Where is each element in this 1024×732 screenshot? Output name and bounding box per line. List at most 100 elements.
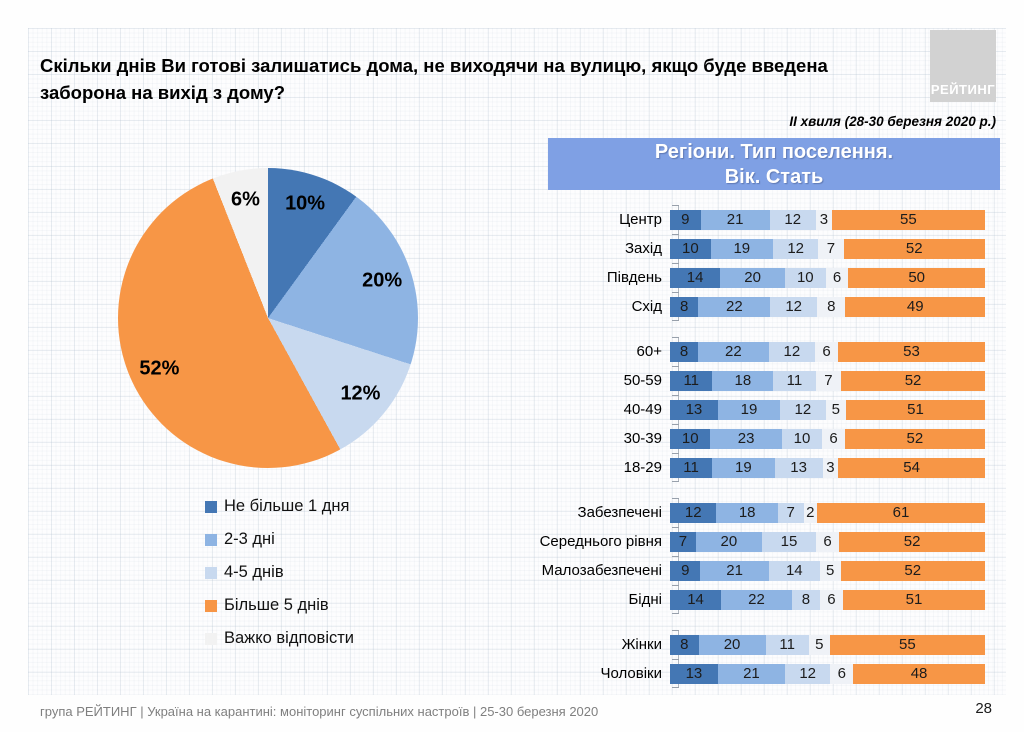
bar-segment: 20 [695, 531, 763, 552]
bar-segment: 55 [831, 209, 985, 230]
bar-row: Захід 10 19 12 7 52 [548, 234, 1000, 263]
stacked-bar-chart: Центр 9 21 12 3 55 Захід 10 19 12 7 52 Південь 14 20 10… [539, 205, 1000, 704]
legend-label: 4-5 днів [224, 563, 284, 581]
bar-segment: 19 [710, 238, 773, 259]
rating-group-logo: РЕЙТИНГ [930, 30, 996, 102]
legend-color-swatch [205, 500, 217, 513]
bar-row-label: 60+ [636, 343, 662, 360]
bar-group-income: Забезпечені 12 18 7 2 61 Середнього рівня 7 20 15… [539, 498, 1000, 614]
bar-row: Середнього рівня 7 20 15 6 52 [539, 527, 1000, 556]
bar-segment: 20 [720, 267, 785, 288]
stacked-bar: 13 21 12 6 48 [670, 663, 985, 684]
bar-segment: 12 [769, 209, 816, 230]
bar-segment: 11 [765, 634, 809, 655]
bar-segment: 7 [818, 238, 844, 259]
bar-segment: 50 [848, 267, 985, 288]
bar-segment: 14 [768, 560, 820, 581]
logo-text: РЕЙТИНГ [930, 82, 996, 97]
bar-segment: 10 [784, 267, 826, 288]
bar-segment: 7 [815, 370, 842, 391]
bar-row: Забезпечені 12 18 7 2 61 [548, 498, 1000, 527]
bar-segment: 6 [830, 663, 854, 684]
pie-slice-label: 52% [139, 357, 180, 380]
bar-segment: 22 [698, 296, 771, 317]
bar-segment: 9 [670, 560, 701, 581]
bar-row: Чоловіки 13 21 12 6 48 [548, 659, 1000, 688]
stacked-bar: 12 18 7 2 61 [670, 502, 986, 523]
bar-segment: 6 [814, 341, 839, 362]
bar-row-label: Середнього рівня [539, 533, 662, 550]
bar-group-regions: Центр 9 21 12 3 55 Захід 10 19 12 7 52 Південь 14 20 10… [548, 205, 1000, 321]
bar-segment: 11 [670, 457, 713, 478]
pie-slice-label: 10% [285, 192, 326, 215]
bar-segment: 15 [762, 531, 816, 552]
bar-row-label: 18-29 [623, 459, 662, 476]
bar-segment: 21 [700, 209, 770, 230]
bar-segment: 21 [717, 663, 785, 684]
pie-chart-container: 10% 20% 12% 52% 6% [118, 168, 418, 468]
bar-group-age: 60+ 8 22 12 6 53 50-59 11 18 11 7 52 40-49 13 19 12 5 51 3… [548, 337, 1000, 482]
legend-label: 2-3 дні [224, 530, 275, 548]
bar-segment: 19 [717, 399, 781, 420]
bar-segment: 10 [781, 428, 823, 449]
bar-segment: 7 [777, 502, 804, 523]
wave-label: ІІ хвиля (28-30 березня 2020 р.) [789, 114, 996, 129]
pie-slice-label: 20% [362, 269, 403, 292]
bar-segment: 8 [670, 341, 698, 362]
pie-chart [118, 168, 418, 468]
bar-segment: 21 [700, 560, 769, 581]
bar-row-label: Захід [625, 240, 662, 257]
bar-segment: 52 [844, 428, 985, 449]
stacked-bar: 11 18 11 7 52 [670, 370, 985, 391]
bar-segment: 6 [822, 428, 845, 449]
stacked-bar: 7 20 15 6 52 [670, 531, 985, 552]
bar-segment: 8 [670, 296, 699, 317]
stacked-bar: 8 22 12 8 49 [670, 296, 986, 317]
bar-row: 30-39 10 23 10 6 52 [548, 424, 1000, 453]
bar-segment: 52 [843, 238, 985, 259]
legend-label: Важко відповісти [224, 629, 355, 647]
legend-item: Більше 5 днів [205, 589, 354, 622]
stacked-bar: 10 23 10 6 52 [670, 428, 985, 449]
bar-segment: 19 [712, 457, 775, 478]
panel-title-banner: Регіони. Тип поселення. Вік. Стать [548, 138, 1000, 190]
bar-segment: 3 [822, 457, 839, 478]
bar-row-label: 50-59 [623, 372, 662, 389]
bar-segment: 10 [670, 428, 711, 449]
bar-group-gender: Жінки 8 20 11 5 55 Чоловіки 13 21 12 6 48 [548, 630, 1000, 688]
stacked-bar: 9 21 14 5 52 [670, 560, 985, 581]
bar-row-label: Бідні [628, 591, 662, 608]
chart-legend: Не більше 1 дня 2-3 дні 4-5 днів Більше 5 д… [205, 490, 354, 655]
bar-row: 40-49 13 19 12 5 51 [548, 395, 1000, 424]
bar-segment: 55 [829, 634, 985, 655]
bar-row: Бідні 14 22 8 6 51 [548, 585, 1000, 614]
pie-slice-label: 12% [340, 382, 381, 405]
bar-row: Центр 9 21 12 3 55 [548, 205, 1000, 234]
bar-segment: 12 [770, 296, 818, 317]
bar-segment: 52 [841, 370, 985, 391]
bar-segment: 18 [716, 502, 778, 523]
bar-segment: 53 [838, 341, 985, 362]
bar-segment: 52 [839, 531, 985, 552]
stacked-bar: 10 19 12 7 52 [670, 238, 985, 259]
bar-segment: 6 [825, 267, 849, 288]
bar-segment: 51 [842, 589, 985, 610]
bar-segment: 12 [670, 502, 717, 523]
bar-row-label: Жінки [621, 636, 662, 653]
stacked-bar: 14 20 10 6 50 [670, 267, 985, 288]
bar-segment: 7 [670, 531, 696, 552]
legend-color-swatch [205, 533, 217, 546]
stacked-bar: 9 21 12 3 55 [670, 209, 985, 230]
bar-segment: 8 [670, 634, 699, 655]
legend-label: Не більше 1 дня [224, 497, 350, 515]
bar-segment: 13 [670, 663, 718, 684]
bar-row-label: 40-49 [623, 401, 662, 418]
page-number: 28 [975, 700, 992, 717]
stacked-bar: 14 22 8 6 51 [670, 589, 985, 610]
bar-segment: 6 [815, 531, 840, 552]
footer-source-line: група РЕЙТИНГ | Україна на карантині: мо… [40, 704, 599, 719]
bar-segment: 12 [772, 238, 819, 259]
bar-segment: 51 [845, 399, 985, 420]
bar-segment: 13 [670, 399, 718, 420]
bar-segment: 3 [815, 209, 832, 230]
